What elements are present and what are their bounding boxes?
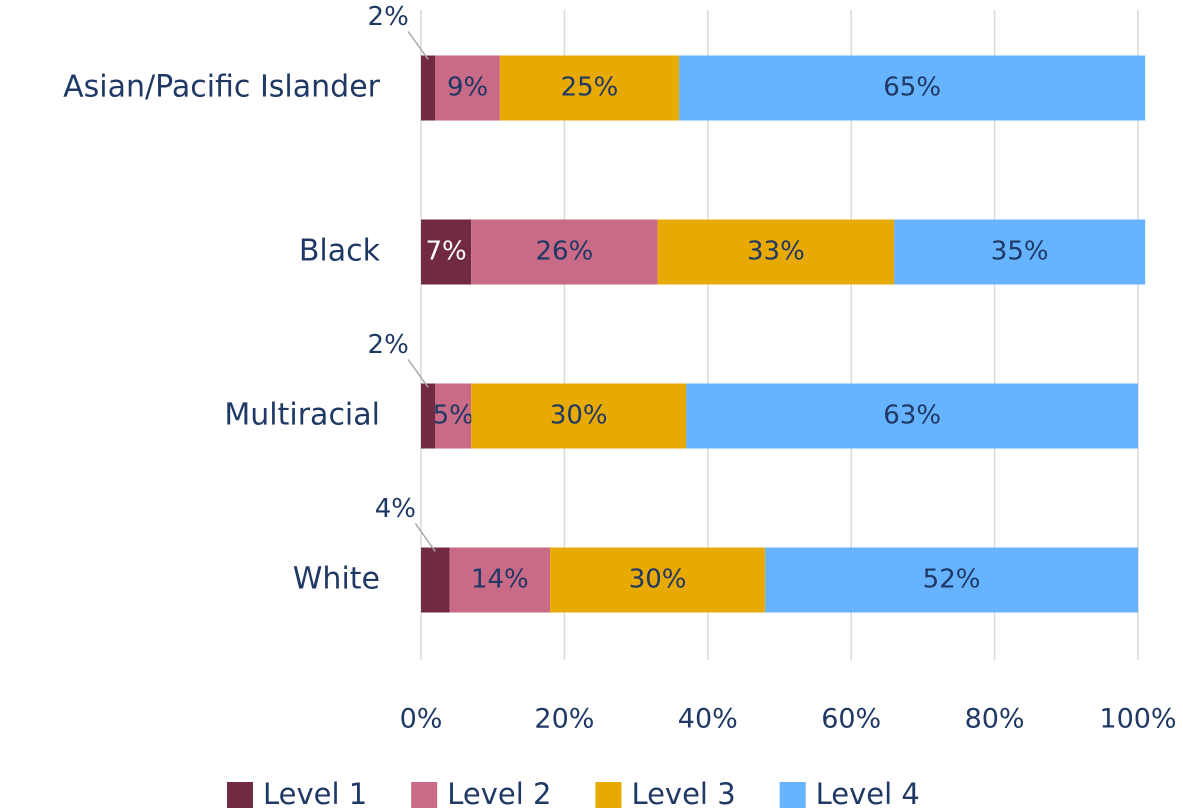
bar-segment xyxy=(435,383,472,449)
data-label: 4% xyxy=(375,494,416,524)
bar-segment xyxy=(471,383,687,449)
category-label: White xyxy=(293,562,380,597)
data-label: 26% xyxy=(536,237,594,267)
data-label: 25% xyxy=(561,73,619,103)
legend-swatch xyxy=(227,782,253,808)
leader-line xyxy=(407,31,429,60)
bar-segment xyxy=(765,547,1138,613)
x-tick-label: 60% xyxy=(821,704,881,735)
data-label: 35% xyxy=(991,237,1049,267)
bar-segment xyxy=(421,219,472,285)
bar-segment xyxy=(894,219,1146,285)
x-tick-label: 80% xyxy=(965,704,1025,735)
x-tick-label: 0% xyxy=(400,704,443,735)
data-label: 2% xyxy=(368,330,409,360)
data-label: 5% xyxy=(433,401,474,431)
data-label: 9% xyxy=(447,73,488,103)
data-label: 30% xyxy=(629,565,687,595)
bar-segment xyxy=(471,219,658,285)
x-tick-label: 40% xyxy=(678,704,738,735)
bar-segment xyxy=(421,383,436,449)
legend-label: Level 3 xyxy=(631,777,735,811)
data-label: 30% xyxy=(550,401,608,431)
legend-swatch xyxy=(411,782,438,808)
data-label: 7% xyxy=(425,237,466,267)
bar-segment xyxy=(449,547,551,613)
leader-line xyxy=(407,359,429,388)
bar-segment xyxy=(686,383,1138,449)
bar-segment xyxy=(657,219,895,285)
x-tick-label: 20% xyxy=(534,704,594,735)
category-label: Multiracial xyxy=(224,398,380,433)
legend-swatch xyxy=(779,782,806,808)
data-label: 14% xyxy=(471,565,529,595)
bar-segment xyxy=(499,55,680,121)
data-label: 65% xyxy=(883,73,941,103)
data-label: 52% xyxy=(923,565,981,595)
bar-segment xyxy=(435,55,500,121)
legend-label: Level 1 xyxy=(263,777,367,811)
bar-segment xyxy=(421,547,450,613)
bar-segment xyxy=(679,55,1146,121)
data-label: 2% xyxy=(368,2,409,32)
bar-segment xyxy=(550,547,766,613)
data-label: 33% xyxy=(747,237,805,267)
leader-line xyxy=(414,523,436,552)
category-label: Black xyxy=(299,234,381,269)
category-label: Asian/Pacific Islander xyxy=(63,70,381,105)
x-tick-label: 100% xyxy=(1099,704,1176,735)
legend-label: Level 4 xyxy=(816,777,920,811)
legend-swatch xyxy=(595,782,622,808)
data-label: 63% xyxy=(883,401,941,431)
bar-segment xyxy=(421,55,436,121)
legend-label: Level 2 xyxy=(447,777,551,811)
